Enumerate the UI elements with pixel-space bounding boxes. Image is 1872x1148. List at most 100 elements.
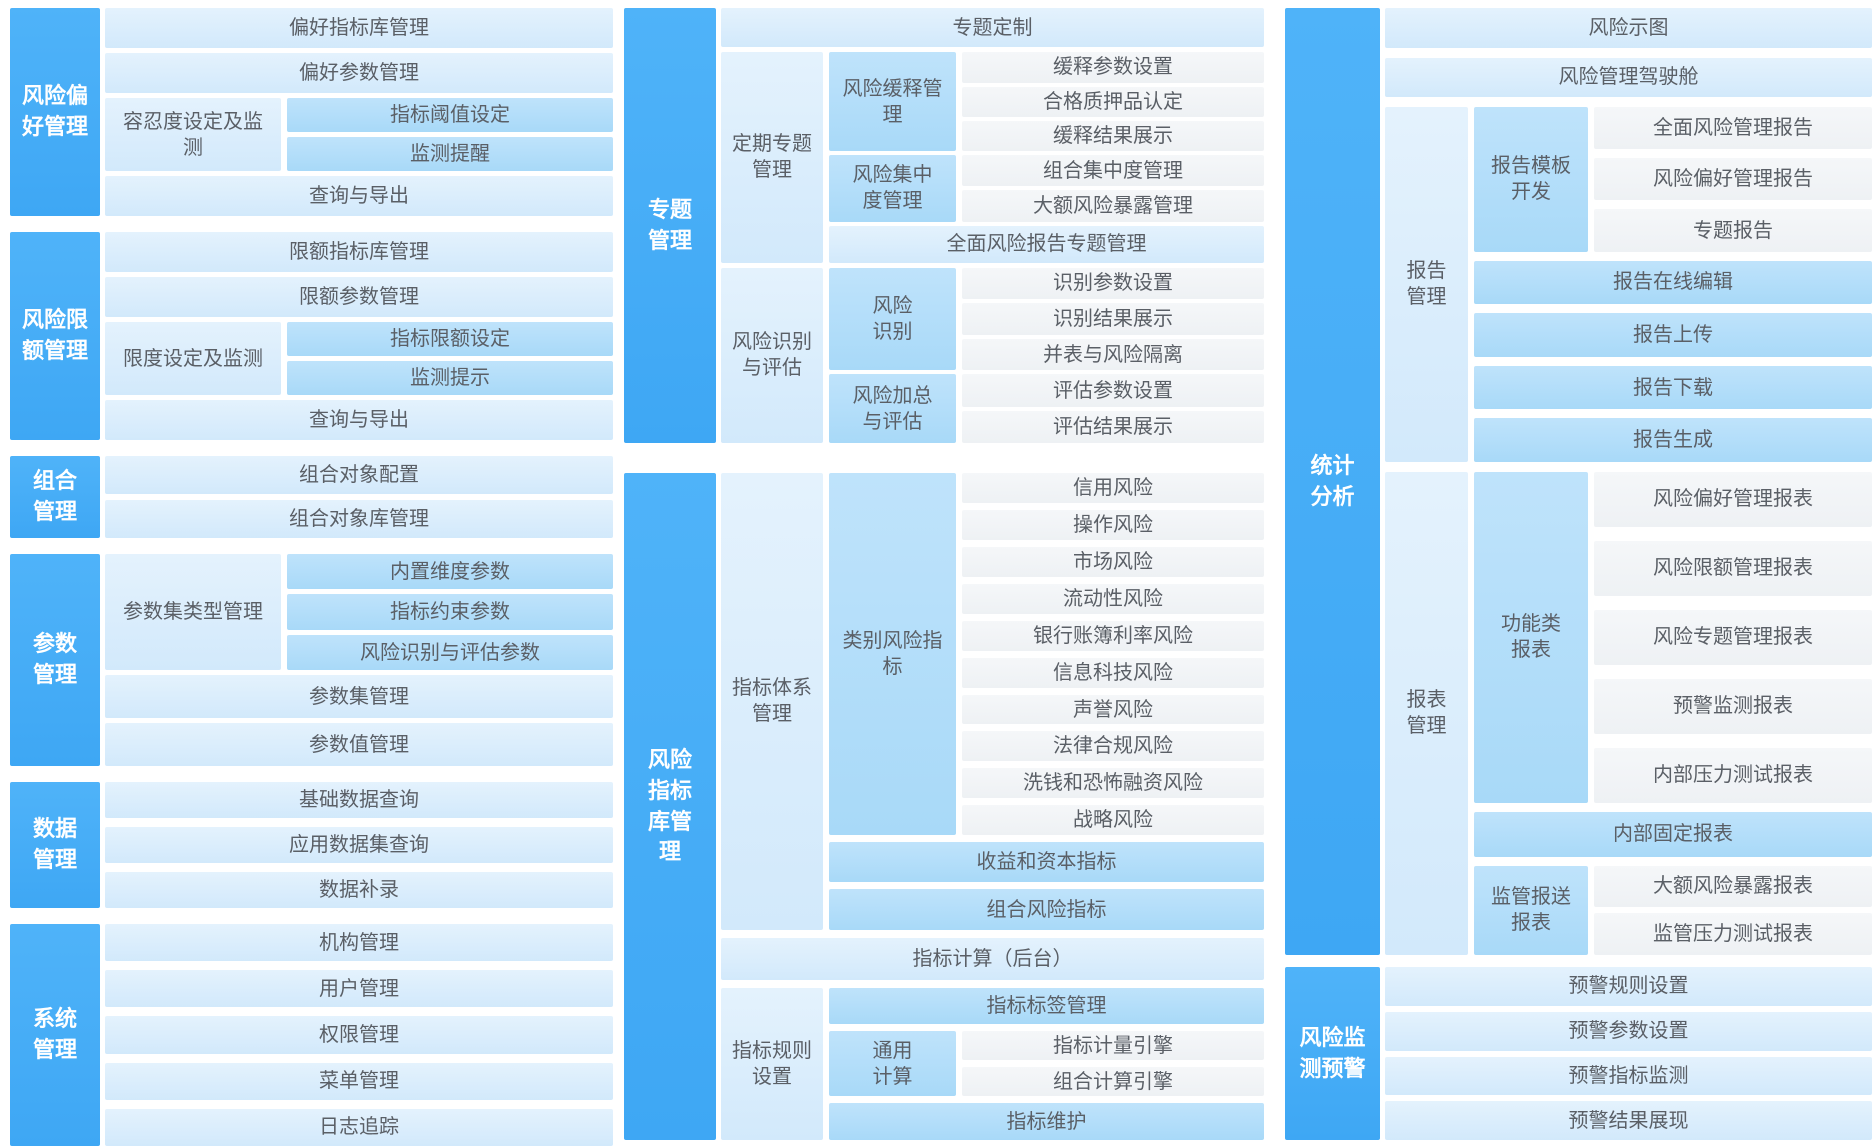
- module-row: 报告 管理 报告模板 开发 全面风险管理报告 风险偏好管理报告 专题报告报告在线编辑 报告…: [1385, 107, 1872, 462]
- module-stack: 识别参数设置 识别结果展示 并表与风险隔离: [962, 267, 1264, 371]
- module-stack: 预警规则设置 预警参数设置 预警指标监测 预警结果展现: [1385, 967, 1872, 1140]
- module-stack: 专题定制 定期专题 管理 风险缓释管 理缓释参数设置 合格质押品认定 缓释结果展示 风险集…: [721, 8, 1264, 443]
- module-cell: 监管压力测试报表: [1594, 913, 1872, 956]
- section-statistical-analysis: 统计 分析 风险示图 风险管理驾驶舱 报告 管理 报告模板 开发 全面风险管理报告 风险偏好…: [1285, 8, 1872, 956]
- module-cell: 预警结果展现: [1385, 1101, 1872, 1140]
- module-stack: 机构管理 用户管理 权限管理 菜单管理 日志追踪: [105, 924, 613, 1147]
- module-row: 风险缓释管 理缓释参数设置 合格质押品认定 缓释结果展示: [829, 52, 1264, 152]
- module-row: 限度设定及监测 指标限额设定 监测提示: [105, 322, 613, 395]
- module-stack: 限额指标库管理 限额参数管理 限度设定及监测 指标限额设定 监测提示 查询与导出: [105, 232, 613, 441]
- submodule-label: 风险缓释管 理: [829, 52, 956, 152]
- module-cell: 参数集管理: [105, 675, 613, 719]
- module-cell: 风险管理驾驶舱: [1385, 57, 1872, 97]
- module-stack: 风险示图 风险管理驾驶舱 报告 管理 报告模板 开发 全面风险管理报告 风险偏好管理报告专…: [1385, 8, 1872, 956]
- module-cell: 专题定制: [721, 8, 1264, 48]
- module-cell: 内部压力测试报表: [1594, 747, 1872, 803]
- module-cell: 报告生成: [1474, 418, 1872, 462]
- section-data-mgmt: 数据 管理 基础数据查询 应用数据集查询 数据补录: [10, 782, 613, 908]
- module-cell: 大额风险暴露管理: [962, 190, 1264, 222]
- module-stack: 偏好指标库管理 偏好参数管理 容忍度设定及监 测指标阈值设定 监测提醒 查询与导出: [105, 8, 613, 217]
- section-parameter-mgmt: 参数 管理 参数集类型管理 内置维度参数 指标约束参数 风险识别与评估参数 参数集管理 参数…: [10, 554, 613, 766]
- module-row: 容忍度设定及监 测指标阈值设定 监测提醒: [105, 98, 613, 171]
- submodule-label: 类别风险指 标: [829, 473, 956, 836]
- module-cell: 评估结果展示: [962, 410, 1264, 443]
- module-cell: 缓释参数设置: [962, 52, 1264, 83]
- module-cell: 法律合规风险: [962, 731, 1264, 762]
- module-cell: 指标标签管理: [829, 987, 1264, 1025]
- module-cell: 组合对象库管理: [105, 500, 613, 538]
- module-row: 指标规则 设置 指标标签管理 通用 计算 指标计量引擎 组合计算引擎 指标维护: [721, 987, 1264, 1141]
- module-row: 通用 计算 指标计量引擎 组合计算引擎: [829, 1031, 1264, 1097]
- module-cell: 报告在线编辑: [1474, 260, 1872, 305]
- right-column: 统计 分析 风险示图 风险管理驾驶舱 报告 管理 报告模板 开发 全面风险管理报告 风险偏好…: [1285, 8, 1872, 1140]
- module-cell: 数据补录: [105, 872, 613, 908]
- section-topic-mgmt: 专题 管理 专题定制 定期专题 管理 风险缓释管 理缓释参数设置 合格质押品认定 缓释结果…: [624, 8, 1264, 443]
- section-risk-monitoring-warning: 风险监 测预警 预警规则设置 预警参数设置 预警指标监测 预警结果展现: [1285, 967, 1872, 1140]
- module-stack: 指标计量引擎 组合计算引擎: [962, 1031, 1264, 1097]
- module-row: 参数集类型管理 内置维度参数 指标约束参数 风险识别与评估参数: [105, 554, 613, 671]
- module-row: 定期专题 管理 风险缓释管 理缓释参数设置 合格质押品认定 缓释结果展示 风险集中 度管…: [721, 52, 1264, 263]
- section-risk-limit-mgmt-label: 风险限 额管理: [10, 232, 100, 440]
- submodule-label: 限度设定及监测: [105, 322, 281, 395]
- module-stack: 全面风险管理报告 风险偏好管理报告 专题报告: [1594, 107, 1872, 252]
- submodule-label: 指标规则 设置: [721, 987, 823, 1140]
- module-stack: 信用风险 操作风险 市场风险 流动性风险 银行账簿利率风险 信息科技风险 声誉风险 法律合规风…: [962, 473, 1264, 836]
- module-cell: 报告上传: [1474, 313, 1872, 357]
- module-cell: 报告下载: [1474, 365, 1872, 410]
- module-cell: 指标限额设定: [287, 322, 613, 357]
- module-row: 报表 管理 功能类 报表 风险偏好管理报表 风险限额管理报表 风险专题管理报表 预警监测报…: [1385, 471, 1872, 956]
- module-stack: 风险偏好管理报表 风险限额管理报表 风险专题管理报表 预警监测报表 内部压力测试报表: [1594, 471, 1872, 803]
- module-stack: 报告模板 开发 全面风险管理报告 风险偏好管理报告 专题报告报告在线编辑 报告上传报告下…: [1474, 107, 1872, 462]
- module-cell: 查询与导出: [105, 399, 613, 441]
- submodule-label: 报告 管理: [1385, 107, 1468, 462]
- module-cell: 基础数据查询: [105, 782, 613, 818]
- module-stack: 功能类 报表 风险偏好管理报表 风险限额管理报表 风险专题管理报表 预警监测报表 内部压力…: [1474, 471, 1872, 956]
- section-risk-limit-mgmt: 风险限 额管理 限额指标库管理 限额参数管理 限度设定及监测 指标限额设定 监测提示 查询与…: [10, 232, 613, 441]
- section-parameter-mgmt-label: 参数 管理: [10, 554, 100, 766]
- section-portfolio-mgmt-label: 组合 管理: [10, 456, 100, 538]
- module-row: 风险集中 度管理 组合集中度管理 大额风险暴露管理: [829, 155, 1264, 222]
- module-cell: 指标阈值设定: [287, 98, 613, 133]
- module-stack: 指标标签管理 通用 计算 指标计量引擎 组合计算引擎 指标维护: [829, 987, 1264, 1141]
- module-cell: 缓释结果展示: [962, 120, 1264, 152]
- module-stack: 基础数据查询 应用数据集查询 数据补录: [105, 782, 613, 908]
- middle-column: 专题 管理 专题定制 定期专题 管理 风险缓释管 理缓释参数设置 合格质押品认定 缓释结果…: [624, 8, 1264, 1141]
- module-stack: 指标阈值设定 监测提醒: [287, 98, 613, 171]
- module-cell: 菜单管理: [105, 1062, 613, 1100]
- module-cell: 风险偏好管理报表: [1594, 471, 1872, 527]
- module-stack: 大额风险暴露报表 监管压力测试报表: [1594, 865, 1872, 956]
- module-row: 指标体系 管理 类别风险指 标信用风险 操作风险 市场风险 流动性风险 银行账簿利率风险信…: [721, 473, 1264, 930]
- submodule-label: 容忍度设定及监 测: [105, 98, 281, 171]
- module-cell: 预警参数设置: [1385, 1011, 1872, 1051]
- module-stack: 组合集中度管理 大额风险暴露管理: [962, 155, 1264, 222]
- module-cell: 银行账簿利率风险: [962, 620, 1264, 651]
- submodule-label: 参数集类型管理: [105, 554, 281, 671]
- module-cell: 专题报告: [1594, 209, 1872, 252]
- section-risk-monitoring-warning-label: 风险监 测预警: [1285, 967, 1380, 1140]
- module-cell: 合格质押品认定: [962, 86, 1264, 117]
- submodule-label: 风险加总 与评估: [829, 374, 956, 443]
- submodule-label: 风险集中 度管理: [829, 155, 956, 222]
- submodule-label: 报告模板 开发: [1474, 107, 1588, 252]
- module-cell: 组合风险指标: [829, 889, 1264, 930]
- module-row: 功能类 报表 风险偏好管理报表 风险限额管理报表 风险专题管理报表 预警监测报表 内部压力…: [1474, 471, 1872, 803]
- section-risk-indicator-library-mgmt-label: 风险 指标 库管 理: [624, 473, 716, 1140]
- module-stack: 参数集类型管理 内置维度参数 指标约束参数 风险识别与评估参数 参数集管理 参数值管理: [105, 554, 613, 766]
- module-cell: 机构管理: [105, 924, 613, 962]
- module-cell: 并表与风险隔离: [962, 338, 1264, 371]
- module-cell: 风险识别与评估参数: [287, 634, 613, 671]
- section-risk-indicator-library-mgmt: 风险 指标 库管 理指标体系 管理 类别风险指 标信用风险 操作风险 市场风险 流动性风…: [624, 473, 1264, 1141]
- module-cell: 偏好参数管理: [105, 53, 613, 94]
- module-cell: 用户管理: [105, 970, 613, 1008]
- section-statistical-analysis-label: 统计 分析: [1285, 8, 1380, 955]
- module-cell: 内置维度参数: [287, 554, 613, 590]
- module-cell: 组合对象配置: [105, 456, 613, 494]
- module-cell: 预警规则设置: [1385, 967, 1872, 1006]
- module-cell: 查询与导出: [105, 175, 613, 217]
- section-system-mgmt-label: 系统 管理: [10, 924, 100, 1146]
- module-cell: 风险偏好管理报告: [1594, 158, 1872, 201]
- module-stack: 缓释参数设置 合格质押品认定 缓释结果展示: [962, 52, 1264, 152]
- module-cell: 组合计算引擎: [962, 1067, 1264, 1097]
- module-stack: 指标限额设定 监测提示: [287, 322, 613, 395]
